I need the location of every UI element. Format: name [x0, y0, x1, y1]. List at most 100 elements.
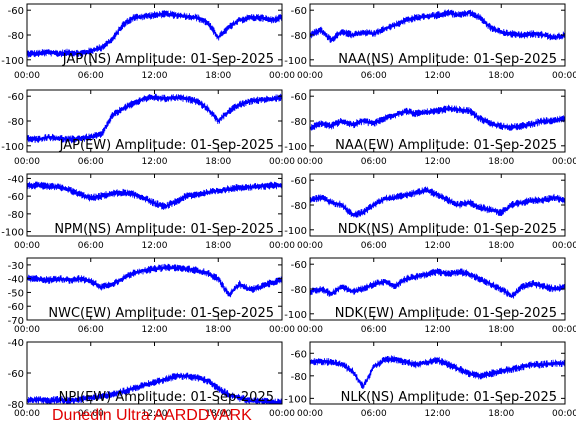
x-tick-label: 12:00 — [142, 241, 168, 251]
footer-label: Dunedin Ultra AARDDVARK — [52, 407, 252, 424]
x-tick-label: 12:00 — [425, 71, 451, 81]
chart-panel-1: -100 -80 -60 00:00 06:00 12:00 18:00 00:00 JAP(N… — [1, 3, 295, 81]
y-tick-label: -80 — [8, 31, 24, 42]
chart-panel-2: -100 -80 -60 00:00 06:00 12:00 18:00 00:00 NAA(N… — [284, 3, 576, 81]
series-line — [309, 355, 566, 389]
x-tick-label: 00:00 — [269, 325, 295, 335]
x-tick-label: 00:00 — [297, 241, 323, 251]
y-tick-label: -100 — [284, 56, 307, 67]
chart-title: NPI(EW) Amplitude: 01-Sep-2025 — [59, 390, 274, 405]
y-tick-label: -60 — [291, 349, 307, 360]
x-tick-label: 00:00 — [14, 241, 40, 251]
y-tick-label: -60 — [8, 92, 24, 103]
y-tick-label: -100 — [1, 142, 24, 153]
x-tick-label: 00:00 — [14, 71, 40, 81]
x-tick-label: 18:00 — [488, 241, 514, 251]
y-tick-label: -100 — [284, 394, 307, 405]
x-tick-label: 12:00 — [425, 157, 451, 167]
x-tick-label: 06:00 — [78, 409, 104, 419]
y-tick-label: -80 — [8, 210, 24, 221]
y-tick-label: -50 — [8, 288, 24, 299]
chart-panel-8: -100 -80 -60 00:00 06:00 12:00 18:00 00:00 NDK(E… — [284, 257, 576, 335]
x-tick-label: 18:00 — [205, 325, 231, 335]
x-tick-label: 00:00 — [552, 157, 576, 167]
chart-title: NPM(NS) Amplitude: 01-Sep-2025 — [54, 222, 274, 237]
chart-panel-6: -100 -80 -60 00:00 06:00 12:00 18:00 00:00 NDK(N… — [284, 173, 576, 251]
x-tick-label: 00:00 — [269, 241, 295, 251]
series-line — [26, 181, 283, 210]
chart-panel-4: -100 -80 -60 00:00 06:00 12:00 18:00 00:00 NAA(E… — [284, 89, 576, 167]
y-tick-label: -60 — [291, 260, 307, 271]
plot-area — [27, 342, 282, 404]
y-tick-label: -60 — [291, 6, 307, 17]
series-line — [26, 263, 283, 298]
chart-panel-10: -100 -80 -60 00:00 06:00 12:00 18:00 00:00 NLK(N… — [284, 341, 576, 419]
x-tick-label: 06:00 — [361, 157, 387, 167]
y-tick-label: -80 — [291, 201, 307, 212]
y-tick-label: -80 — [291, 372, 307, 383]
x-tick-label: 00:00 — [14, 409, 40, 419]
y-tick-label: -80 — [8, 400, 24, 411]
series-line — [26, 372, 283, 405]
x-tick-label: 12:00 — [142, 71, 168, 81]
x-tick-label: 18:00 — [205, 241, 231, 251]
series-line — [309, 104, 566, 131]
y-tick-label: -100 — [284, 310, 307, 321]
y-tick-label: -40 — [8, 338, 24, 349]
chart-title: NDK(EW) Amplitude: 01-Sep-2025 — [335, 306, 557, 321]
x-tick-label: 06:00 — [361, 241, 387, 251]
x-tick-label: 00:00 — [14, 157, 40, 167]
y-tick-label: -100 — [284, 226, 307, 237]
x-tick-label: 00:00 — [297, 71, 323, 81]
y-tick-label: -100 — [284, 142, 307, 153]
plot-area — [310, 90, 565, 152]
x-tick-label: 06:00 — [78, 157, 104, 167]
chart-panel-3: -100 -80 -60 00:00 06:00 12:00 18:00 00:00 JAP(E… — [1, 89, 295, 167]
x-tick-label: 12:00 — [142, 409, 168, 419]
x-tick-label: 18:00 — [205, 157, 231, 167]
y-tick-label: -100 — [1, 56, 24, 67]
x-tick-label: 00:00 — [552, 71, 576, 81]
y-tick-label: -60 — [8, 302, 24, 313]
x-tick-label: 00:00 — [552, 325, 576, 335]
series-line — [309, 186, 566, 218]
x-tick-label: 12:00 — [425, 325, 451, 335]
y-tick-label: -80 — [291, 117, 307, 128]
x-tick-label: 00:00 — [297, 157, 323, 167]
x-tick-label: 12:00 — [142, 325, 168, 335]
x-tick-label: 00:00 — [14, 325, 40, 335]
y-tick-label: -70 — [8, 316, 24, 327]
y-tick-label: -40 — [8, 275, 24, 286]
y-tick-label: -60 — [291, 176, 307, 187]
y-tick-label: -60 — [8, 6, 24, 17]
x-tick-label: 00:00 — [297, 409, 323, 419]
y-tick-label: -30 — [8, 261, 24, 272]
chart-panel-9: -80 -60 -40 00:00 06:00 12:00 18:00 00:00 NPI(EW… — [8, 338, 296, 419]
y-tick-label: -100 — [1, 228, 24, 239]
x-tick-label: 18:00 — [205, 409, 231, 419]
x-tick-label: 18:00 — [205, 71, 231, 81]
series-line — [26, 10, 283, 58]
x-tick-label: 18:00 — [488, 325, 514, 335]
chart-title: JAP(NS) Amplitude: 01-Sep-2025 — [62, 52, 274, 67]
y-tick-label: -40 — [8, 174, 24, 185]
x-tick-label: 00:00 — [269, 157, 295, 167]
chart-panel-7: -70 -60 -50 -40 -30 00:00 06:00 12:00 18:00 00:00… — [8, 257, 295, 335]
chart-title: NDK(NS) Amplitude: 01-Sep-2025 — [338, 222, 557, 237]
y-tick-label: -80 — [291, 285, 307, 296]
series-line — [26, 93, 283, 144]
x-tick-label: 06:00 — [361, 325, 387, 335]
x-tick-label: 12:00 — [142, 157, 168, 167]
x-tick-label: 12:00 — [425, 241, 451, 251]
x-tick-label: 12:00 — [425, 409, 451, 419]
x-tick-label: 18:00 — [488, 409, 514, 419]
y-tick-label: -80 — [291, 31, 307, 42]
chart-title: NAA(NS) Amplitude: 01-Sep-2025 — [338, 52, 557, 67]
chart-title: NWC(EW) Amplitude: 01-Sep-2025 — [48, 306, 274, 321]
x-tick-label: 06:00 — [78, 325, 104, 335]
chart-title: NAA(EW) Amplitude: 01-Sep-2025 — [335, 138, 557, 153]
x-tick-label: 00:00 — [269, 71, 295, 81]
x-tick-label: 06:00 — [361, 71, 387, 81]
y-tick-label: -60 — [291, 92, 307, 103]
